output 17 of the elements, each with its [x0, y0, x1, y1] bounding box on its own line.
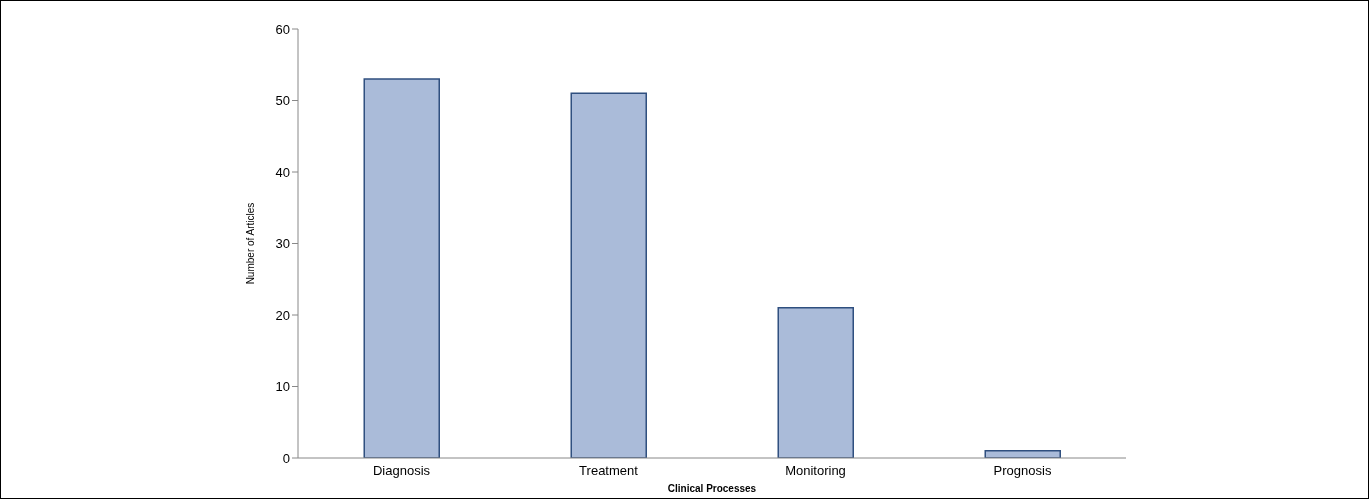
y-tick-label: 60 — [275, 21, 290, 37]
y-tick-label: 40 — [275, 164, 290, 180]
y-tick-label: 30 — [275, 236, 290, 252]
x-axis-title: Clinical Processes — [667, 483, 757, 494]
x-tick-label: Prognosis — [993, 463, 1052, 479]
x-tick-label: Monitoring — [785, 463, 846, 479]
y-axis-title: Number of Articles — [244, 202, 256, 285]
bar — [363, 78, 440, 458]
x-tick-label: Treatment — [579, 463, 639, 479]
y-tick-label: 0 — [282, 450, 290, 466]
bar — [984, 450, 1061, 458]
bar — [570, 92, 647, 458]
y-tick-label: 20 — [275, 307, 290, 323]
x-tick-label: Diagnosis — [372, 463, 431, 479]
y-tick-label: 50 — [275, 93, 290, 109]
bar — [777, 307, 854, 458]
y-tick-label: 10 — [275, 379, 290, 395]
